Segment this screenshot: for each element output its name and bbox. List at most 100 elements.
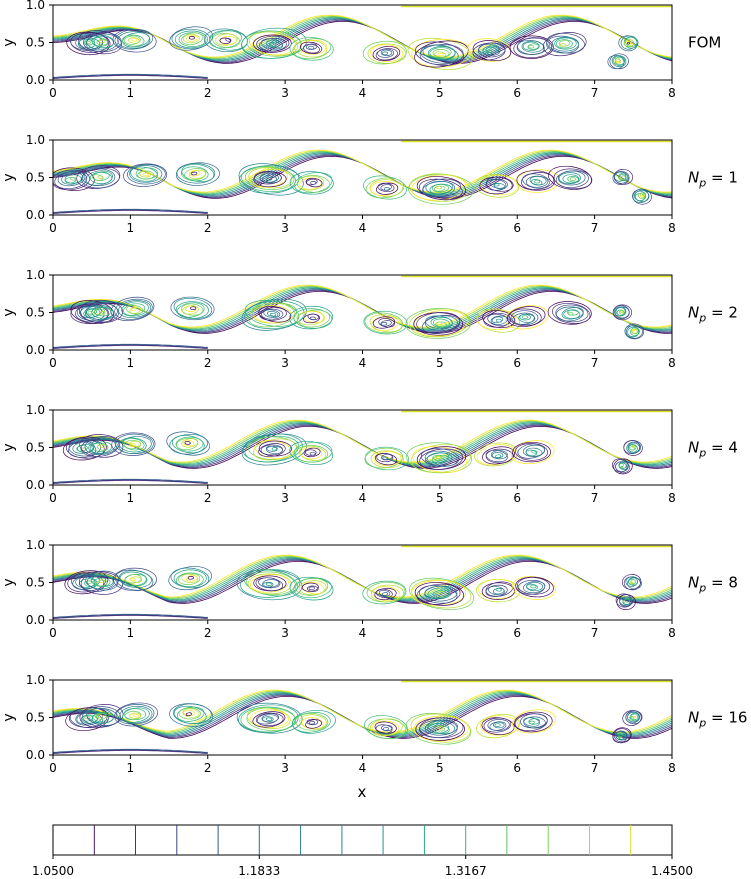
vortex-contour (363, 310, 408, 335)
vortex-contour (300, 41, 323, 55)
vortex-contour (413, 715, 469, 742)
vortex-contour (364, 312, 404, 334)
vortex-contour (373, 451, 402, 466)
x-tick-label: 5 (436, 221, 444, 235)
interface-contour (53, 149, 672, 193)
vortex-contour (430, 317, 453, 328)
y-tick-label: 0.5 (26, 171, 45, 185)
vortex-contour (170, 567, 210, 589)
vortex-contour (551, 36, 580, 52)
vortex-contour (531, 179, 543, 186)
x-tick-label: 8 (668, 761, 676, 775)
contour-lines (53, 275, 672, 349)
vortex-contour (99, 39, 106, 44)
vortex-contour (180, 166, 209, 182)
vortex-contour (506, 306, 546, 328)
vortex-contour (377, 182, 395, 193)
vortex-contour (553, 168, 593, 190)
vortex-contour (511, 576, 556, 600)
vortex-contour (558, 172, 581, 185)
vortex-contour (99, 444, 106, 448)
vortex-contour (308, 586, 315, 591)
x-tick-label: 3 (281, 761, 289, 775)
interface-contour (53, 689, 672, 733)
vortex-contour (508, 308, 542, 327)
vortex-contour (519, 314, 531, 321)
y-axis-label: y (1, 713, 17, 721)
wall-contour (53, 210, 208, 214)
vortex-contour (630, 581, 634, 585)
vortex-contour (301, 717, 324, 730)
vortex-contour (372, 316, 395, 329)
contour-panel: 0 1 2 3 4 5 6 7 8 0.0 0.5 1.0 y FOM (1, 0, 721, 100)
contour-lines (53, 410, 672, 484)
vortex-contour (250, 709, 289, 728)
x-tick-label: 5 (436, 86, 444, 100)
interface-contour (53, 19, 672, 62)
vortex-contour (171, 435, 205, 454)
vortex-contour (78, 571, 123, 595)
vortex-contour (253, 34, 292, 53)
vortex-contour (490, 450, 508, 460)
vortex-contour (554, 37, 577, 50)
vortex-contour (186, 575, 198, 582)
vortex-contour (512, 441, 551, 463)
vortex-contour (129, 443, 136, 447)
vortex-contour (97, 175, 104, 180)
vortex-contour (638, 192, 646, 199)
y-axis-label: y (1, 443, 17, 451)
vortex-contour (265, 176, 278, 183)
contour-lines (53, 5, 672, 79)
vortex-contour (169, 26, 214, 51)
vortex-contour (142, 172, 149, 177)
vortex-contour (370, 584, 405, 603)
vortex-contour (289, 305, 334, 330)
vortex-contour (298, 445, 327, 461)
interface-contour (53, 696, 672, 739)
vortex-contour (410, 713, 471, 743)
x-tick-label: 2 (204, 491, 212, 505)
vortex-contour (177, 572, 201, 586)
vortex-contour (242, 433, 303, 463)
vortex-contour (618, 462, 624, 468)
wall-contour (53, 478, 208, 483)
vortex-contour (424, 585, 453, 600)
interface-contour (53, 284, 672, 328)
vortex-contour (513, 37, 553, 59)
x-tick-label: 4 (359, 221, 367, 235)
vortex-contour (528, 44, 535, 49)
y-tick-label: 1.0 (26, 403, 45, 417)
wall-contour (53, 209, 208, 214)
vortex-contour (517, 39, 545, 55)
vortex-contour (225, 37, 232, 42)
vortex-contour (514, 711, 553, 733)
vortex-contour (627, 326, 640, 337)
y-tick-label: 0.0 (26, 73, 45, 87)
vortex-contour (309, 316, 316, 321)
vortex-contour (633, 190, 647, 201)
vortex-contour (374, 587, 397, 601)
vortex-contour (618, 172, 629, 182)
vortex-contour (528, 718, 540, 725)
wall-contour (53, 74, 208, 79)
vortex-contour (182, 34, 200, 44)
vortex-contour (620, 310, 624, 314)
vortex-contour (123, 303, 146, 316)
vortex-contour (93, 308, 106, 316)
vortex-contour (306, 718, 319, 726)
vortex-contour (130, 166, 158, 182)
vortex-contour (243, 569, 299, 597)
vortex-contour (512, 709, 556, 734)
x-tick-label: 0 (49, 356, 57, 370)
vortex-contour (504, 305, 549, 330)
vortex-contour (131, 37, 138, 42)
vortex-contour (122, 32, 150, 48)
interface-contour (53, 18, 672, 61)
vortex-contour (83, 31, 122, 53)
vortex-contour (259, 172, 282, 184)
y-tick-label: 1.0 (26, 133, 45, 147)
wall-contour (53, 73, 208, 78)
x-tick-label: 1 (127, 221, 135, 235)
vortex-contour (562, 174, 580, 184)
vortex-contour (623, 40, 632, 47)
